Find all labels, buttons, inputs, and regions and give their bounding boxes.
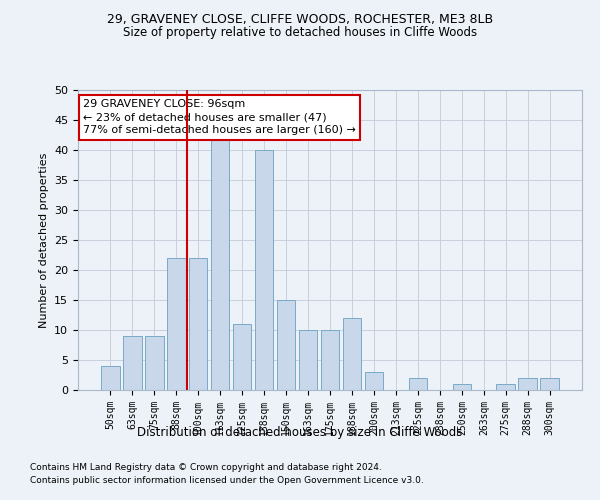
- Bar: [365, 372, 383, 390]
- Bar: [123, 336, 142, 390]
- Bar: [211, 138, 229, 390]
- Text: 29, GRAVENEY CLOSE, CLIFFE WOODS, ROCHESTER, ME3 8LB: 29, GRAVENEY CLOSE, CLIFFE WOODS, ROCHES…: [107, 12, 493, 26]
- Bar: [255, 150, 274, 390]
- Bar: [167, 258, 185, 390]
- Bar: [320, 330, 340, 390]
- Y-axis label: Number of detached properties: Number of detached properties: [38, 152, 49, 328]
- Bar: [496, 384, 515, 390]
- Bar: [409, 378, 427, 390]
- Bar: [299, 330, 317, 390]
- Bar: [277, 300, 295, 390]
- Bar: [189, 258, 208, 390]
- Bar: [541, 378, 559, 390]
- Text: Size of property relative to detached houses in Cliffe Woods: Size of property relative to detached ho…: [123, 26, 477, 39]
- Text: Distribution of detached houses by size in Cliffe Woods: Distribution of detached houses by size …: [137, 426, 463, 439]
- Text: Contains public sector information licensed under the Open Government Licence v3: Contains public sector information licen…: [30, 476, 424, 485]
- Text: 29 GRAVENEY CLOSE: 96sqm
← 23% of detached houses are smaller (47)
77% of semi-d: 29 GRAVENEY CLOSE: 96sqm ← 23% of detach…: [83, 99, 356, 136]
- Bar: [343, 318, 361, 390]
- Bar: [233, 324, 251, 390]
- Bar: [101, 366, 119, 390]
- Bar: [518, 378, 537, 390]
- Bar: [145, 336, 164, 390]
- Bar: [452, 384, 471, 390]
- Text: Contains HM Land Registry data © Crown copyright and database right 2024.: Contains HM Land Registry data © Crown c…: [30, 464, 382, 472]
